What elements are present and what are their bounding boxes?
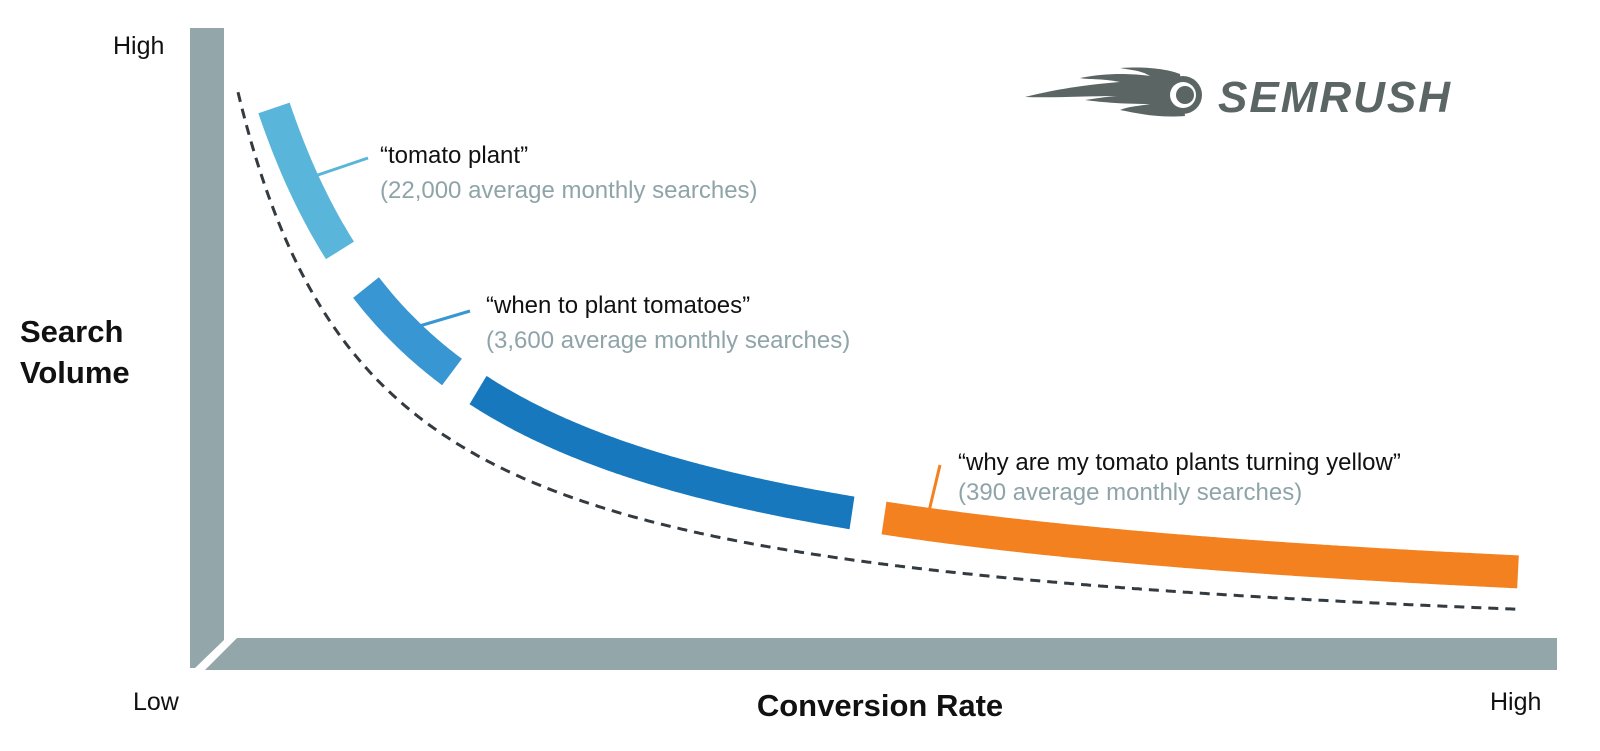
demand-curve-dashed bbox=[236, 91, 1519, 611]
keyword-label-1: “tomato plant” bbox=[380, 142, 528, 169]
keyword-searches-1: (22,000 average monthly searches) bbox=[380, 177, 758, 204]
band-tomato-plant bbox=[258, 102, 354, 260]
comet-icon bbox=[1025, 67, 1185, 117]
y-axis-title-line1: Search bbox=[20, 314, 123, 349]
leader-line-3 bbox=[923, 464, 942, 529]
leader-line-1 bbox=[305, 156, 369, 181]
semrush-logo: SEMRUSH bbox=[1025, 67, 1452, 122]
x-axis-low-label: Low bbox=[133, 688, 180, 716]
leader-line-2 bbox=[405, 309, 471, 332]
y-axis-title-line2: Volume bbox=[20, 355, 130, 390]
logo-text: SEMRUSH bbox=[1218, 73, 1452, 122]
keyword-label-2: “when to plant tomatoes” bbox=[486, 292, 750, 319]
band-mid-tail bbox=[469, 375, 855, 530]
y-axis-bar bbox=[190, 28, 224, 668]
y-axis-high-label: High bbox=[113, 32, 164, 60]
band-why-are-my-tomato-plants-turning-yellow bbox=[881, 501, 1519, 589]
band-when-to-plant-tomatoes bbox=[353, 277, 462, 386]
x-axis-high-label: High bbox=[1490, 688, 1541, 716]
x-axis-bar bbox=[205, 638, 1557, 670]
keyword-searches-2: (3,600 average monthly searches) bbox=[486, 327, 850, 354]
keyword-searches-3: (390 average monthly searches) bbox=[958, 479, 1302, 506]
keyword-label-3: “why are my tomato plants turning yellow… bbox=[958, 449, 1401, 476]
x-axis-title: Conversion Rate bbox=[757, 688, 1003, 723]
